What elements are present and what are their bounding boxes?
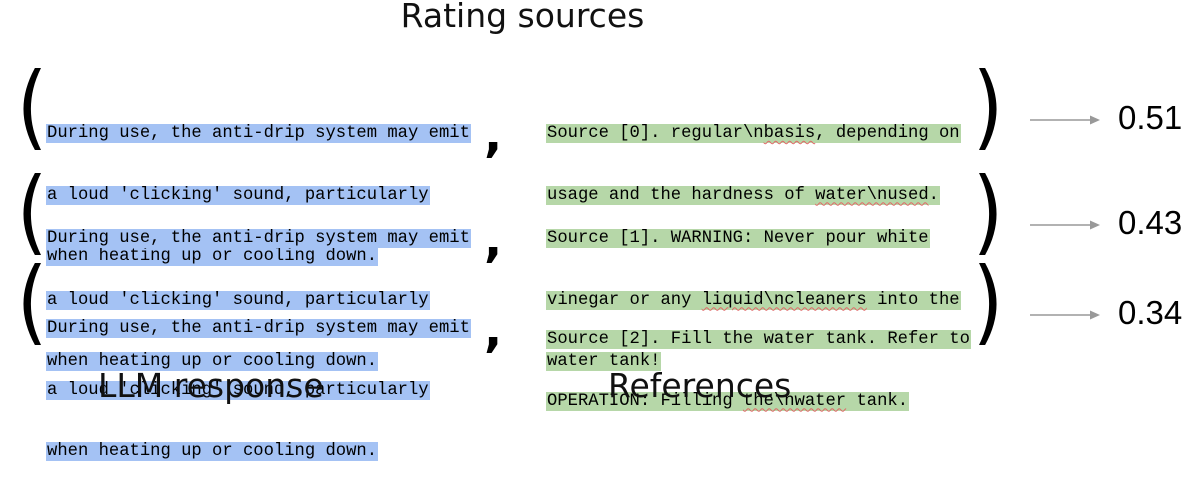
response-line: a loud 'clicking' sound, particularly [46,185,430,205]
open-paren: ( [16,158,48,265]
reference-line: Source [0]. regular\nbasis, depending on [546,124,961,143]
reference-line: usage and the hardness of water\nused. [546,185,940,205]
separator-comma: , [484,212,503,268]
reference-line: water tank! [546,352,662,371]
rating-row-0: ( During use, the anti-drip system may e… [0,61,1200,266]
open-paren: ( [16,248,48,355]
reference-text: Source [1]. WARNING: Never pour white vi… [546,188,961,414]
llm-response-label: LLM response [98,366,324,405]
separator-comma: , [484,107,503,163]
reference-line: vinegar or any liquid\ncleaners into the [546,290,961,310]
close-paren: ) [972,248,1004,355]
source-score: 0.34 [1118,294,1183,331]
source-score: 0.43 [1118,204,1183,241]
arrow-icon [1030,115,1100,125]
response-line: During use, the anti-drip system may emi… [46,124,471,143]
response-line: when heating up or cooling down. [46,442,379,461]
reference-line: Source [2]. Fill the water tank. Refer t… [546,330,971,349]
response-line: when heating up or cooling down. [46,247,379,266]
separator-comma: , [484,302,503,358]
rating-row-2: ( During use, the anti-drip system may e… [0,256,1200,461]
llm-response-text: During use, the anti-drip system may emi… [46,83,471,309]
source-score: 0.51 [1118,99,1183,136]
close-paren: ) [972,53,1004,160]
llm-response-text: During use, the anti-drip system may emi… [46,188,471,414]
references-label: References [608,366,792,405]
reference-line: OPERATION: Filling the\nwater tank. [546,391,910,411]
reference-text: Source [0]. regular\nbasis, depending on… [546,83,961,247]
response-line: when heating up or cooling down. [46,352,379,371]
rating-row-1: ( During use, the anti-drip system may e… [0,166,1200,371]
response-line: a loud 'clicking' sound, particularly [46,380,430,400]
arrow-icon [1030,220,1100,230]
response-line: a loud 'clicking' sound, particularly [46,290,430,310]
reference-line: Source [1]. WARNING: Never pour white [546,229,930,248]
arrow-icon [1030,310,1100,320]
response-line: During use, the anti-drip system may emi… [46,319,471,338]
response-line: During use, the anti-drip system may emi… [46,229,471,248]
open-paren: ( [16,53,48,160]
close-paren: ) [972,158,1004,265]
reference-text: Source [2]. Fill the water tank. Refer t… [546,289,971,453]
diagram-title: Rating sources [400,0,645,35]
